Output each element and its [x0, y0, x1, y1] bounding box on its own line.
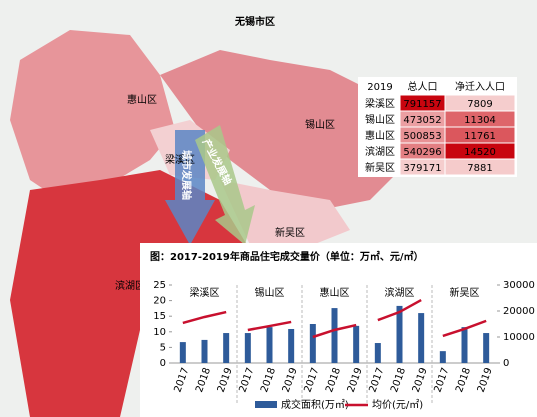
table-cell-text: 473052	[403, 115, 441, 126]
table-cell-text: 7809	[467, 99, 492, 110]
y-tick-label: 5	[160, 342, 166, 353]
y2-tick-label: 10000	[503, 332, 535, 343]
group-label: 锡山区	[255, 286, 285, 299]
map-label: 梁溪区	[165, 153, 195, 166]
y2-tick-label: 20000	[503, 306, 535, 317]
table-cell-text: 540296	[403, 147, 441, 158]
price-line	[247, 320, 292, 332]
table-cell-text: 791157	[403, 99, 441, 110]
group-label: 梁溪区	[190, 286, 220, 299]
bar	[266, 327, 273, 363]
chart-title: 图：2017-2019年商品住宅成交量价（单位：万㎡、元/㎡）	[150, 250, 423, 263]
table-cell-text: 7881	[467, 163, 492, 174]
table-cell-text: 滨湖区	[365, 145, 395, 158]
price-line	[442, 319, 487, 338]
table-cell-text: 11304	[464, 115, 496, 126]
bar	[418, 313, 425, 363]
bar	[331, 308, 338, 363]
table-cell-text: 14520	[464, 147, 496, 158]
table-header: 2019	[367, 82, 392, 93]
map: 惠山区 锡山区 梁溪区 滨湖区 新吴区 城市发展轴 产业发展轴	[10, 30, 400, 417]
map-label: 新吴区	[275, 226, 305, 239]
y2-tick-label: 30000	[503, 280, 535, 291]
bar	[483, 333, 490, 363]
group-label: 滨湖区	[385, 286, 415, 299]
bar	[223, 333, 230, 363]
bar	[288, 328, 295, 363]
bar	[201, 339, 208, 363]
region-xishan	[160, 50, 400, 210]
arrow-industry	[195, 125, 255, 245]
legend-swatch	[255, 401, 277, 408]
region-huishan	[10, 30, 175, 200]
bar	[439, 351, 446, 363]
y-tick-label: 10	[153, 327, 166, 338]
table-header: 净迁入人口	[455, 80, 505, 93]
table-cell-text: 379171	[403, 163, 441, 174]
table-header: 总人口	[408, 80, 438, 93]
legend-label: 成交面积(万㎡)	[281, 398, 349, 411]
y-tick-label: 15	[153, 311, 166, 322]
bar	[353, 325, 360, 363]
table-cell-text: 500853	[403, 131, 441, 142]
map-label: 惠山区	[127, 93, 157, 106]
price-line	[312, 323, 357, 339]
bar	[374, 343, 381, 363]
bar	[461, 327, 468, 363]
y-tick-label: 20	[153, 296, 166, 307]
table-cell-text: 新吴区	[365, 161, 395, 174]
region-xinwu	[220, 180, 350, 250]
table-cell-text: 惠山区	[365, 129, 395, 142]
table-cell-text: 梁溪区	[365, 97, 395, 110]
bar	[179, 342, 186, 363]
y-tick-label: 25	[153, 280, 166, 291]
legend-label: 均价(元/㎡)	[372, 399, 423, 411]
page-title: 无锡市区	[234, 15, 275, 28]
table-cell-text: 11761	[464, 131, 496, 142]
group-label: 新吴区	[450, 286, 480, 299]
table-cell	[444, 158, 516, 176]
price-line	[377, 298, 422, 322]
map-label: 锡山区	[305, 118, 335, 131]
arrow-label: 城市发展轴	[180, 150, 193, 200]
price-line	[182, 310, 227, 325]
table-cell-text: 锡山区	[365, 113, 395, 126]
bar	[309, 324, 316, 363]
bar	[244, 333, 251, 363]
y-tick-label: 0	[160, 358, 166, 369]
y2-tick-label: 0	[503, 358, 509, 369]
bar	[396, 305, 403, 363]
group-label: 惠山区	[320, 286, 350, 299]
map-label: 滨湖区	[115, 279, 145, 292]
